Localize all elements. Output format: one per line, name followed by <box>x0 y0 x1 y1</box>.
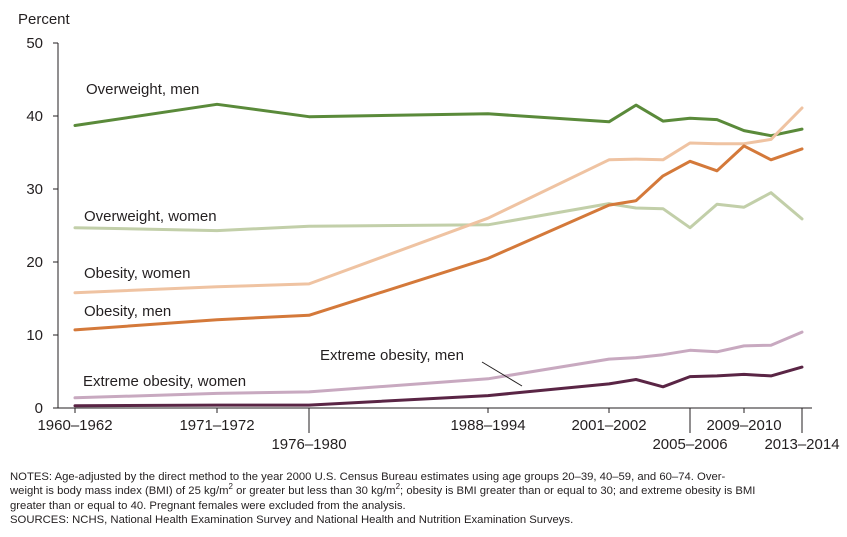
x-tick-labels: 1960–1962 1971–1972 1976–1980 1988–1994 2001… <box>37 408 840 453</box>
series-label: Extreme obesity, women <box>83 373 246 390</box>
x-tick-label: 1971–1972 <box>179 417 254 434</box>
x-tick-label: 1960–1962 <box>37 417 112 434</box>
notes: NOTES: Age-adjusted by the direct method… <box>10 470 840 527</box>
series-lines <box>73 102 804 408</box>
y-tick-label: 40 <box>26 108 43 125</box>
series-labels: Overweight, men Overweight, women Obesity,… <box>83 81 523 390</box>
axes: 0 10 20 30 40 50 <box>26 35 812 417</box>
notes-line-1: NOTES: Age-adjusted by the direct method… <box>10 471 726 483</box>
notes-line-3: greater than or equal to 40. Pregnant fe… <box>10 499 406 512</box>
sources: SOURCES: NCHS, National Health Examinati… <box>10 513 574 526</box>
x-tick-label: 1988–1994 <box>450 417 525 434</box>
x-tick-label: 2001–2002 <box>571 417 646 434</box>
series-line-extreme-obesity-women <box>73 330 804 400</box>
x-tick-label: 2009–2010 <box>706 417 781 434</box>
x-tick-label: 1976–1980 <box>271 436 346 453</box>
y-tick-label: 30 <box>26 181 43 198</box>
y-axis-title: Percent <box>18 11 71 28</box>
series-line-overweight-men <box>73 102 804 138</box>
series-line-overweight-women <box>73 191 804 233</box>
y-tick-label: 20 <box>26 254 43 271</box>
y-tick-label: 50 <box>26 35 43 52</box>
label-leader-line <box>481 361 523 387</box>
series-label: Overweight, men <box>86 81 199 98</box>
series-label: Extreme obesity, men <box>320 347 464 364</box>
y-tick-label: 10 <box>26 327 43 344</box>
series-line-obesity-women <box>73 106 804 295</box>
series-label: Overweight, women <box>84 208 217 225</box>
x-tick-label: 2005–2006 <box>652 436 727 453</box>
x-tick-label: 2013–2014 <box>764 436 839 453</box>
series-label: Obesity, men <box>84 303 171 320</box>
series-label: Obesity, women <box>84 265 190 282</box>
y-tick-label: 0 <box>35 400 43 417</box>
notes-line-2: weight is body mass index (BMI) of 25 kg… <box>10 482 756 498</box>
series-line-extreme-obesity-men <box>73 365 804 408</box>
series-line-obesity-men <box>73 144 804 332</box>
